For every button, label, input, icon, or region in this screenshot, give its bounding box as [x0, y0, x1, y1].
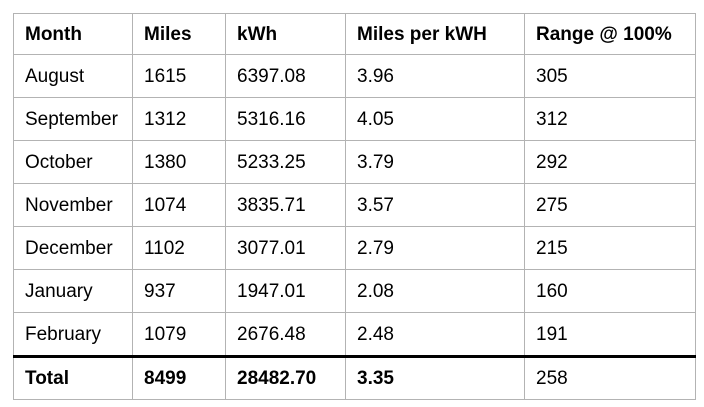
cell-range: 160: [524, 269, 696, 313]
cell-range: 292: [524, 140, 696, 184]
total-cell-label: Total: [13, 355, 133, 400]
total-cell-miles-per-kwh: 3.35: [345, 355, 525, 400]
table-body: August 1615 6397.08 3.96 305 September 1312 531…: [13, 54, 696, 357]
cell-month: November: [13, 183, 133, 227]
cell-kwh: 3077.01: [225, 226, 346, 270]
cell-range: 275: [524, 183, 696, 227]
cell-month: August: [13, 54, 133, 98]
table-row: January 937 1947.01 2.08 160: [13, 269, 696, 313]
data-table: Month Miles kWh Miles per kWH Range @ 10…: [13, 13, 696, 400]
table-footer: Total 8499 28482.70 3.35 258: [13, 355, 696, 400]
cell-kwh: 2676.48: [225, 312, 346, 357]
cell-miles: 1074: [132, 183, 226, 227]
cell-miles-per-kwh: 3.96: [345, 54, 525, 98]
total-cell-kwh: 28482.70: [225, 355, 346, 400]
header-cell-range: Range @ 100%: [524, 13, 696, 55]
cell-miles: 1380: [132, 140, 226, 184]
total-row: Total 8499 28482.70 3.35 258: [13, 355, 696, 400]
table-row: December 1102 3077.01 2.79 215: [13, 226, 696, 270]
header-row: Month Miles kWh Miles per kWH Range @ 10…: [13, 13, 696, 55]
cell-miles: 1079: [132, 312, 226, 357]
cell-month: February: [13, 312, 133, 357]
table-row: February 1079 2676.48 2.48 191: [13, 312, 696, 357]
header-cell-miles: Miles: [132, 13, 226, 55]
cell-month: December: [13, 226, 133, 270]
cell-miles: 1102: [132, 226, 226, 270]
cell-kwh: 3835.71: [225, 183, 346, 227]
table-row: September 1312 5316.16 4.05 312: [13, 97, 696, 141]
cell-range: 312: [524, 97, 696, 141]
cell-month: January: [13, 269, 133, 313]
cell-miles-per-kwh: 3.57: [345, 183, 525, 227]
cell-miles-per-kwh: 2.08: [345, 269, 525, 313]
cell-kwh: 5316.16: [225, 97, 346, 141]
monthly-ev-usage-table: Month Miles kWh Miles per kWH Range @ 10…: [13, 13, 696, 400]
cell-kwh: 1947.01: [225, 269, 346, 313]
cell-kwh: 6397.08: [225, 54, 346, 98]
table-header: Month Miles kWh Miles per kWH Range @ 10…: [13, 13, 696, 55]
total-cell-range: 258: [524, 355, 696, 400]
cell-month: October: [13, 140, 133, 184]
cell-miles-per-kwh: 2.79: [345, 226, 525, 270]
table-row: August 1615 6397.08 3.96 305: [13, 54, 696, 98]
cell-miles: 1312: [132, 97, 226, 141]
cell-miles: 1615: [132, 54, 226, 98]
table-row: November 1074 3835.71 3.57 275: [13, 183, 696, 227]
cell-miles: 937: [132, 269, 226, 313]
header-cell-miles-per-kwh: Miles per kWH: [345, 13, 525, 55]
header-cell-month: Month: [13, 13, 133, 55]
cell-range: 215: [524, 226, 696, 270]
total-cell-miles: 8499: [132, 355, 226, 400]
cell-miles-per-kwh: 2.48: [345, 312, 525, 357]
table-row: October 1380 5233.25 3.79 292: [13, 140, 696, 184]
cell-miles-per-kwh: 3.79: [345, 140, 525, 184]
cell-range: 305: [524, 54, 696, 98]
cell-month: September: [13, 97, 133, 141]
header-cell-kwh: kWh: [225, 13, 346, 55]
cell-kwh: 5233.25: [225, 140, 346, 184]
cell-range: 191: [524, 312, 696, 357]
cell-miles-per-kwh: 4.05: [345, 97, 525, 141]
